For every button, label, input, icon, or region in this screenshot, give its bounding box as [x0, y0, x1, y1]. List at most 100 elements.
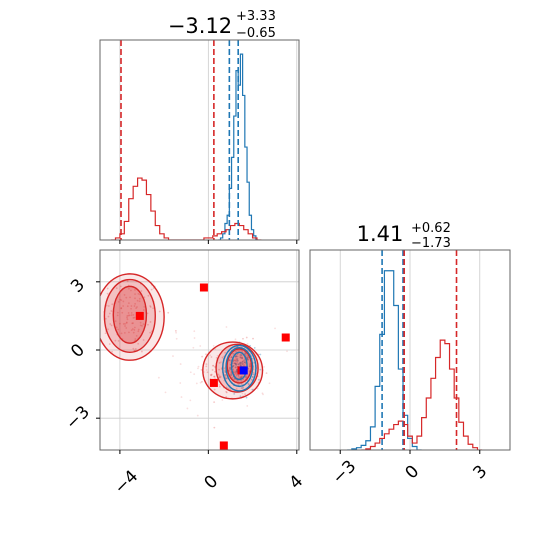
sample-point — [117, 328, 120, 331]
sample-point — [127, 302, 130, 305]
sample-point — [175, 331, 177, 334]
sample-point — [126, 318, 129, 321]
sample-point — [241, 392, 244, 395]
title-param-2: 1.41 — [357, 222, 404, 246]
sample-point — [235, 355, 237, 357]
sample-point — [189, 399, 192, 402]
sample-point — [247, 358, 250, 361]
sample-point — [248, 369, 250, 372]
sample-point — [110, 310, 113, 312]
sample-point — [140, 290, 143, 292]
title-param-2-median: 1.41 — [357, 222, 404, 246]
density-contour-blue — [225, 347, 254, 388]
sample-point — [224, 374, 226, 377]
sample-point — [241, 361, 244, 364]
sample-point — [219, 375, 222, 378]
sample-point — [246, 357, 249, 360]
title-param-1-plus: +3.33 — [236, 9, 276, 24]
sample-point — [233, 362, 236, 365]
sample-point — [235, 350, 237, 353]
sample-point — [235, 364, 238, 366]
sample-point — [240, 387, 243, 389]
sample-point — [212, 364, 215, 367]
sample-point — [201, 380, 203, 383]
sample-point — [239, 395, 242, 398]
sample-point — [205, 365, 208, 368]
sample-point — [265, 372, 268, 375]
sample-point — [247, 356, 249, 359]
sample-point — [122, 300, 125, 303]
sample-point — [215, 356, 218, 359]
sample-point — [240, 354, 243, 356]
sample-point — [249, 365, 252, 367]
sample-point — [210, 374, 213, 377]
sample-point — [126, 280, 129, 283]
sample-point — [131, 322, 134, 325]
sample-point — [241, 387, 244, 390]
sample-point — [139, 321, 142, 324]
sample-point — [236, 355, 239, 358]
sample-point — [133, 305, 136, 307]
sample-point — [122, 305, 125, 307]
sample-point — [105, 304, 108, 307]
sample-point — [115, 326, 118, 329]
sample-point — [104, 317, 107, 320]
sample-point — [117, 301, 120, 303]
sample-point — [245, 376, 248, 378]
sample-point — [134, 347, 137, 350]
sample-point — [213, 375, 215, 378]
sample-point — [212, 364, 215, 367]
sample-point — [197, 365, 200, 368]
sample-point — [110, 324, 113, 327]
sample-point — [234, 359, 237, 362]
sample-point — [136, 299, 139, 302]
sample-point — [213, 401, 216, 403]
sample-point — [216, 354, 219, 357]
sample-point — [235, 388, 238, 390]
sample-point — [234, 370, 237, 373]
sample-point — [126, 305, 129, 308]
sample-point — [104, 332, 107, 335]
sample-point — [221, 356, 224, 359]
sample-point — [167, 311, 170, 314]
sample-point — [179, 382, 182, 384]
sample-point — [121, 311, 124, 314]
sample-point — [128, 314, 131, 317]
sample-point — [231, 365, 234, 368]
sample-point — [125, 327, 128, 329]
sample-point — [97, 316, 99, 318]
sample-point — [238, 376, 241, 379]
sample-point — [219, 361, 222, 364]
x-tick-label-param-2-neg3: −3 — [328, 456, 360, 488]
sample-point — [237, 363, 240, 366]
sample-point — [120, 332, 123, 335]
sample-point — [132, 347, 135, 350]
sample-point — [253, 346, 256, 349]
sample-point — [120, 307, 123, 309]
sample-point — [174, 329, 177, 332]
sample-point — [139, 324, 142, 327]
sample-point — [106, 292, 109, 295]
sample-point — [244, 361, 247, 364]
histogram-step-series-2 — [361, 339, 483, 450]
sample-point — [240, 375, 243, 378]
sample-point — [231, 365, 234, 368]
sample-point — [234, 362, 237, 365]
sample-point — [199, 381, 202, 384]
sample-point — [252, 337, 254, 340]
sample-point — [137, 292, 140, 295]
sample-point — [235, 369, 238, 371]
x-tick-label-param-1-neg4: −4 — [110, 466, 142, 498]
sample-point — [245, 336, 248, 339]
sample-point — [240, 354, 243, 357]
sample-point — [245, 374, 248, 377]
sample-point — [235, 363, 238, 366]
red-square-marker — [199, 283, 208, 292]
sample-point — [195, 382, 198, 385]
sample-point — [186, 407, 189, 410]
sample-point — [232, 359, 235, 362]
sample-point — [241, 356, 244, 359]
sample-point — [241, 350, 244, 352]
sample-point — [235, 370, 238, 373]
sample-point — [128, 331, 130, 334]
